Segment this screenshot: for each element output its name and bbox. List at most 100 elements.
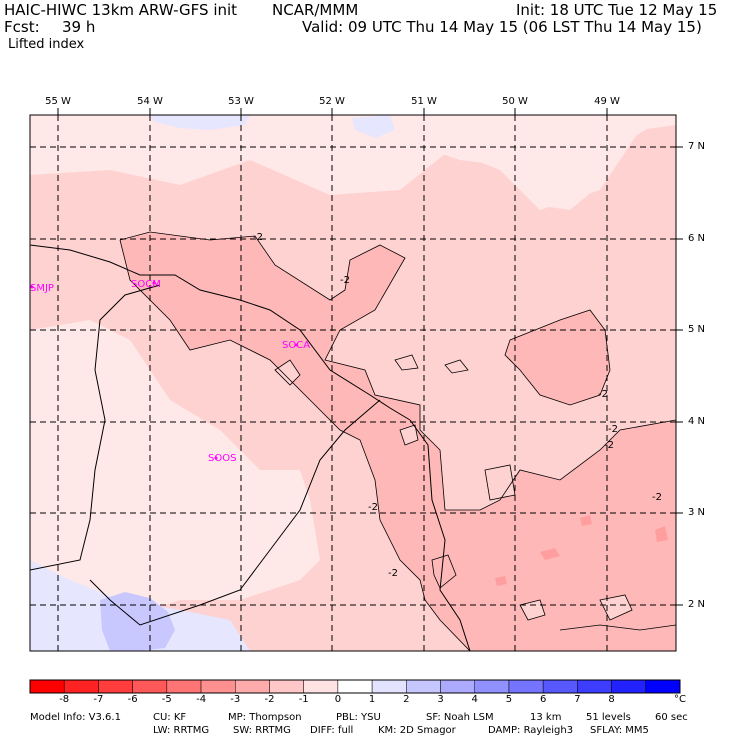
lat-lon-grid	[30, 115, 676, 651]
footer-model-info: Model Info: V3.6.1	[30, 712, 121, 723]
footer-sw: SW: RRTMG	[233, 725, 291, 736]
field-strong-4	[655, 526, 668, 542]
colorbar-label: -1	[298, 694, 309, 705]
colorbar-cell	[337, 679, 373, 694]
field-strong-1	[540, 548, 560, 560]
contour-label: -2	[608, 424, 618, 435]
station-soca: SOCA	[282, 340, 311, 351]
station-smjp: SMJP	[30, 283, 54, 294]
colorbar-label: 7	[574, 694, 581, 705]
station-soos: SOOS	[208, 453, 237, 464]
colorbar-label: -4	[196, 694, 207, 705]
colorbar-cell	[63, 679, 99, 694]
colorbar-cell	[269, 679, 304, 694]
lon-label-52w: 52 W	[319, 96, 345, 107]
colorbar-label: 0	[334, 694, 342, 705]
colorbar-label: 4	[471, 694, 478, 705]
forecast-hour: 39 h	[62, 18, 96, 36]
lon-label-53w: 53 W	[228, 96, 254, 107]
colorbar-label: 8	[608, 694, 615, 705]
field-medium-east	[505, 310, 610, 405]
field-hole-2	[400, 425, 418, 445]
field-name: Lifted index	[8, 37, 85, 52]
colorbar	[29, 679, 681, 694]
contour-label: -2	[598, 389, 608, 400]
contour-label: -2	[388, 568, 398, 579]
colorbar-label: -7	[93, 694, 104, 705]
colorbar-cell	[132, 679, 168, 694]
field-medium-band	[120, 232, 676, 651]
field-light-ne	[430, 115, 676, 210]
footer-diff: DIFF: full	[310, 725, 354, 736]
lat-label-6n: 6 N	[688, 233, 706, 244]
field-blue-pale-north2	[352, 115, 395, 138]
colorbar-label: -2	[264, 694, 275, 705]
contour-label: -2	[368, 502, 378, 513]
lon-label-50w: 50 W	[502, 96, 528, 107]
colorbar-cell	[29, 679, 65, 694]
lon-label-49w: 49 W	[594, 96, 620, 107]
colorbar-label: 2	[403, 694, 410, 705]
footer-timestep: 60 sec	[655, 712, 688, 723]
colorbar-cell	[235, 679, 270, 694]
footer-cu: CU: KF	[153, 712, 187, 723]
colorbar-cell	[474, 679, 510, 694]
colorbar-label: 6	[540, 694, 547, 705]
lat-label-2n: 2 N	[688, 599, 706, 610]
footer-sf: SF: Noah LSM	[426, 712, 494, 723]
field-hole-3	[485, 465, 515, 500]
init-time: Init: 18 UTC Tue 12 May 15	[516, 1, 718, 19]
colorbar-label: -8	[59, 694, 70, 705]
footer-lw: LW: RRTMG	[153, 725, 210, 736]
colorbar-cell	[200, 679, 236, 694]
footer-resolution: 13 km	[530, 712, 562, 723]
footer-levels: 51 levels	[586, 712, 631, 723]
footer-pbl: PBL: YSU	[336, 712, 381, 723]
footer-km: KM: 2D Smagor	[378, 725, 456, 736]
station-socm: SOCM	[131, 279, 161, 290]
contour-label: -2	[604, 440, 614, 451]
axis-ticks	[57, 108, 683, 606]
colorbar-cell	[440, 679, 475, 694]
forecast-label: Fcst:	[4, 18, 40, 36]
colorbar-cell	[406, 679, 441, 694]
lon-label-54w: 54 W	[137, 96, 163, 107]
field-hole-5	[520, 600, 545, 620]
model-title: HAIC-HIWC 13km ARW-GFS init	[4, 1, 238, 19]
colorbar-label: 3	[437, 694, 444, 705]
lat-label-3n: 3 N	[688, 507, 706, 518]
colorbar-cell	[542, 679, 578, 694]
colorbar-label: 5	[505, 694, 513, 705]
lon-label-51w: 51 W	[411, 96, 437, 107]
colorbar-cell	[611, 679, 647, 694]
contour-label: -2	[253, 232, 263, 243]
organization: NCAR/MMM	[272, 1, 359, 19]
lat-label-7n: 7 N	[688, 141, 706, 152]
colorbar-cell	[508, 679, 544, 694]
colorbar-cell	[303, 679, 339, 694]
footer-sflay: SFLAY: MM5	[590, 725, 649, 736]
colorbar-label: -5	[161, 694, 172, 705]
colorbar-label: -6	[127, 694, 138, 705]
field-strong-2	[495, 576, 507, 586]
contour-label: -2	[340, 275, 350, 286]
field-blue-pale-north	[150, 115, 250, 130]
colorbar-frame	[29, 679, 681, 694]
colorbar-cell	[645, 679, 681, 694]
lat-label-5n: 5 N	[688, 324, 706, 335]
colorbar-cell	[166, 679, 202, 694]
colorbar-unit: °C	[674, 694, 686, 705]
lat-label-4n: 4 N	[688, 416, 706, 427]
station-markers	[30, 281, 298, 460]
field-hole-4	[600, 595, 632, 620]
colorbar-cell	[371, 679, 407, 694]
footer-mp: MP: Thompson	[228, 712, 302, 723]
colorbar-label: -3	[230, 694, 241, 705]
map-frame	[29, 114, 677, 652]
footer-damp: DAMP: Rayleigh3	[488, 725, 574, 736]
colorbar-cell	[577, 679, 612, 694]
colorbar-cell	[98, 679, 133, 694]
colorbar-label: 1	[368, 694, 376, 705]
field-light-interior	[30, 320, 320, 620]
